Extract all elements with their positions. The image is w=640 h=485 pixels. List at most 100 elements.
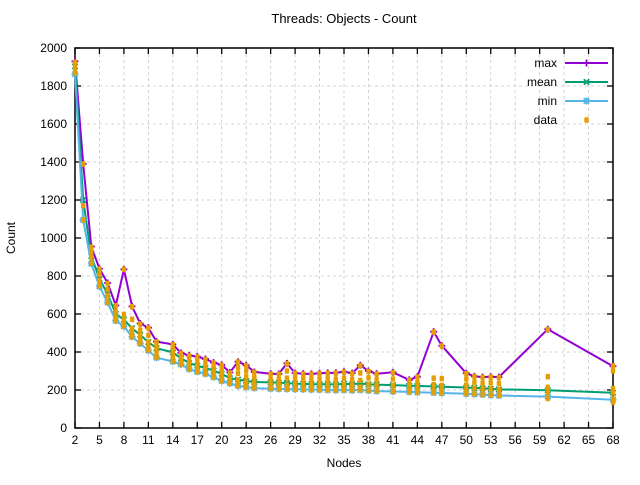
y-tick-label: 1000 xyxy=(40,231,67,245)
plot-border xyxy=(74,47,614,429)
data-point xyxy=(472,385,477,392)
data-point xyxy=(341,375,347,381)
data-point xyxy=(138,327,143,333)
x-tick-label: 32 xyxy=(313,433,327,447)
data-point xyxy=(72,59,78,66)
data-point xyxy=(292,375,298,381)
data-point xyxy=(129,333,135,340)
x-tick-label: 26 xyxy=(264,433,278,447)
data-point xyxy=(170,342,175,348)
data-point xyxy=(276,381,281,388)
data-point xyxy=(496,374,502,381)
data-point xyxy=(464,390,469,397)
data-point xyxy=(244,373,249,380)
x-tick-label: 5 xyxy=(96,433,103,447)
data-point xyxy=(325,381,330,388)
data-point xyxy=(284,386,290,392)
data-point xyxy=(358,362,363,369)
data-point xyxy=(284,361,290,367)
data-point xyxy=(350,376,355,383)
data-point xyxy=(488,374,493,380)
data-point xyxy=(366,387,371,394)
data-point xyxy=(219,366,224,373)
data-point xyxy=(333,376,338,382)
data-point xyxy=(472,391,477,397)
x-tick-label: 50 xyxy=(460,433,474,447)
data-point xyxy=(309,371,314,377)
data-point xyxy=(325,387,330,393)
data-point xyxy=(610,363,616,369)
data-point xyxy=(341,381,347,388)
data-point xyxy=(301,371,306,377)
data-point xyxy=(72,69,78,76)
data-point xyxy=(317,376,322,382)
data-point xyxy=(374,376,379,383)
data-point xyxy=(301,381,306,388)
y-tick-label: 2000 xyxy=(40,41,67,55)
data-point xyxy=(146,332,151,339)
data-point xyxy=(431,329,436,335)
y-tick-label: 1600 xyxy=(40,117,67,131)
data-point xyxy=(390,388,396,395)
data-point xyxy=(129,316,135,323)
data-point xyxy=(333,387,338,393)
data-point xyxy=(366,375,371,381)
data-point xyxy=(235,364,241,371)
data-point xyxy=(464,376,469,382)
data-point xyxy=(170,350,175,356)
data-point xyxy=(113,317,118,324)
data-point xyxy=(317,381,322,388)
data-point xyxy=(235,370,241,377)
data-point xyxy=(292,380,298,387)
legend-sample-point-data xyxy=(584,117,589,123)
y-tick-label: 1400 xyxy=(40,155,67,169)
data-point xyxy=(252,374,257,381)
data-point xyxy=(235,359,241,365)
data-point xyxy=(252,369,257,376)
data-point xyxy=(81,217,86,223)
data-point xyxy=(309,376,314,383)
data-point xyxy=(390,376,396,382)
data-point xyxy=(105,280,110,287)
data-point xyxy=(480,391,485,398)
data-point xyxy=(154,354,159,361)
data-point xyxy=(244,384,249,390)
data-point xyxy=(358,377,363,384)
x-tick-label: 8 xyxy=(121,433,128,447)
y-tick-label: 800 xyxy=(47,269,67,283)
data-point xyxy=(97,277,102,284)
data-point xyxy=(284,375,290,381)
data-point xyxy=(439,390,444,396)
data-point xyxy=(325,375,330,382)
data-point xyxy=(350,382,355,388)
data-point xyxy=(374,388,379,394)
data-point xyxy=(390,369,396,376)
data-point xyxy=(488,392,493,398)
cross-marker xyxy=(583,78,590,86)
data-point xyxy=(610,389,616,396)
x-tick-label: 29 xyxy=(288,433,302,447)
data-point xyxy=(488,386,493,392)
data-point xyxy=(129,304,135,310)
legend-label-max: max xyxy=(534,56,557,70)
data-point xyxy=(292,370,298,377)
y-tick-label: 1800 xyxy=(40,79,67,93)
data-point xyxy=(97,283,102,289)
x-tick-label: 11 xyxy=(142,433,155,447)
x-tick-label: 35 xyxy=(337,433,351,447)
data-point xyxy=(464,382,469,388)
data-point xyxy=(333,381,338,388)
data-point xyxy=(276,376,281,383)
data-point xyxy=(138,340,143,346)
data-point xyxy=(333,370,338,376)
data-point xyxy=(610,399,616,405)
data-point xyxy=(415,384,420,390)
axis-layer: 2 5 8 11 14 17 20 23 26 29 32 35 38 41 44 47 50 53 56 59 62 6… xyxy=(40,41,620,447)
x-tick-label: 14 xyxy=(166,433,180,447)
data-point xyxy=(146,339,151,345)
data-point xyxy=(89,260,94,266)
data-point xyxy=(252,380,257,386)
x-tick-label: 38 xyxy=(362,433,376,447)
legend-label-data: data xyxy=(534,113,558,127)
